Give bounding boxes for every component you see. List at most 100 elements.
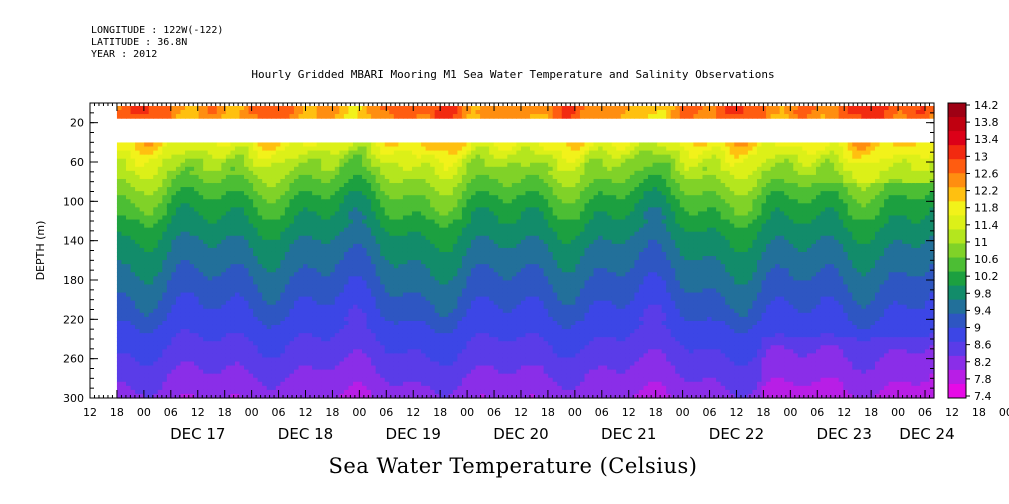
heatmap-cell bbox=[371, 207, 377, 213]
heatmap-cell bbox=[366, 166, 372, 172]
heatmap-cell bbox=[298, 296, 304, 302]
heatmap-cell bbox=[126, 324, 132, 330]
heatmap-cell bbox=[221, 146, 227, 152]
heatmap-cell bbox=[384, 353, 390, 359]
heatmap-cell bbox=[457, 296, 463, 302]
heatmap-cell bbox=[185, 324, 191, 330]
heatmap-cell bbox=[316, 170, 322, 176]
heatmap-cell bbox=[434, 365, 440, 371]
heatmap-cell bbox=[225, 308, 232, 314]
heatmap-cell bbox=[289, 211, 295, 217]
heatmap-cell bbox=[334, 296, 340, 302]
heatmap-cell bbox=[416, 264, 422, 269]
heatmap-cell bbox=[339, 219, 345, 225]
heatmap-cell bbox=[434, 292, 440, 298]
heatmap-cell bbox=[194, 276, 200, 281]
heatmap-cell bbox=[257, 260, 263, 265]
heatmap-cell bbox=[352, 215, 359, 221]
heatmap-cell bbox=[248, 284, 254, 290]
heatmap-cell bbox=[371, 174, 377, 180]
heatmap-cell bbox=[116, 272, 123, 277]
heatmap-cell bbox=[171, 280, 177, 286]
heatmap-cell bbox=[262, 235, 268, 241]
heatmap-cell bbox=[185, 312, 191, 318]
heatmap-cell bbox=[457, 272, 463, 277]
heatmap-cell bbox=[411, 320, 418, 326]
heatmap-cell bbox=[130, 239, 136, 245]
heatmap-cell bbox=[325, 264, 331, 269]
heatmap-cell bbox=[216, 276, 222, 281]
heatmap-cell bbox=[339, 146, 345, 152]
heatmap-cell bbox=[411, 337, 418, 342]
heatmap-cell bbox=[239, 272, 245, 277]
heatmap-cell bbox=[325, 231, 331, 237]
heatmap-cell bbox=[230, 211, 236, 217]
heatmap-cell bbox=[180, 174, 186, 180]
heatmap-cell bbox=[271, 357, 277, 363]
heatmap-cell bbox=[443, 195, 449, 200]
heatmap-cell bbox=[298, 215, 304, 221]
heatmap-cell bbox=[230, 300, 236, 306]
heatmap-cell bbox=[266, 280, 272, 286]
heatmap-cell bbox=[135, 219, 141, 225]
heatmap-cell bbox=[430, 227, 436, 233]
heatmap-cell bbox=[411, 316, 418, 322]
heatmap-cell bbox=[352, 312, 359, 318]
heatmap-cell bbox=[343, 268, 350, 273]
heatmap-cell bbox=[248, 207, 254, 213]
heatmap-cell bbox=[411, 276, 418, 281]
heatmap-cell bbox=[439, 292, 445, 298]
heatmap-cell bbox=[198, 288, 204, 294]
heatmap-cell bbox=[148, 324, 154, 330]
heatmap-cell bbox=[175, 324, 182, 330]
heatmap-cell bbox=[448, 110, 454, 115]
heatmap-cell bbox=[121, 187, 127, 192]
heatmap-cell bbox=[289, 341, 295, 346]
heatmap-cell bbox=[271, 256, 277, 261]
heatmap-cell bbox=[203, 280, 209, 286]
heatmap-cell bbox=[248, 316, 254, 322]
heatmap-cell bbox=[366, 110, 372, 115]
heatmap-cell bbox=[139, 357, 145, 363]
heatmap-cell bbox=[452, 219, 458, 225]
heatmap-cell bbox=[321, 353, 327, 359]
heatmap-cell bbox=[230, 247, 236, 253]
heatmap-cell bbox=[407, 264, 413, 269]
heatmap-cell bbox=[293, 247, 300, 253]
heatmap-cell bbox=[393, 183, 399, 188]
heatmap-cell bbox=[443, 304, 449, 310]
heatmap-cell bbox=[380, 316, 386, 322]
heatmap-cell bbox=[157, 361, 163, 367]
heatmap-cell bbox=[230, 341, 236, 346]
heatmap-cell bbox=[389, 377, 395, 383]
heatmap-cell bbox=[362, 268, 368, 273]
heatmap-cell bbox=[334, 329, 340, 334]
heatmap-cell bbox=[135, 296, 141, 302]
heatmap-cell bbox=[330, 377, 336, 383]
heatmap-cell bbox=[153, 308, 159, 314]
heatmap-cell bbox=[352, 223, 359, 229]
heatmap-cell bbox=[325, 381, 331, 387]
heatmap-cell bbox=[230, 178, 236, 184]
heatmap-cell bbox=[203, 178, 209, 184]
heatmap-cell bbox=[293, 203, 300, 208]
heatmap-cell bbox=[348, 268, 354, 273]
heatmap-cell bbox=[362, 142, 368, 148]
heatmap-cell bbox=[230, 268, 236, 273]
heatmap-cell bbox=[416, 308, 422, 314]
heatmap-cell bbox=[234, 300, 241, 306]
heatmap-cell bbox=[448, 276, 454, 281]
heatmap-cell bbox=[352, 268, 359, 273]
heatmap-cell bbox=[330, 191, 336, 196]
heatmap-cell bbox=[402, 183, 409, 188]
heatmap-cell bbox=[271, 211, 277, 217]
heatmap-cell bbox=[126, 381, 132, 387]
heatmap-cell bbox=[321, 308, 327, 314]
heatmap-cell bbox=[384, 300, 390, 306]
heatmap-cell bbox=[425, 373, 431, 379]
heatmap-cell bbox=[225, 142, 232, 148]
heatmap-cell bbox=[284, 308, 291, 314]
heatmap-cell bbox=[457, 211, 463, 217]
heatmap-cell bbox=[330, 166, 336, 172]
heatmap-cell bbox=[230, 154, 236, 160]
